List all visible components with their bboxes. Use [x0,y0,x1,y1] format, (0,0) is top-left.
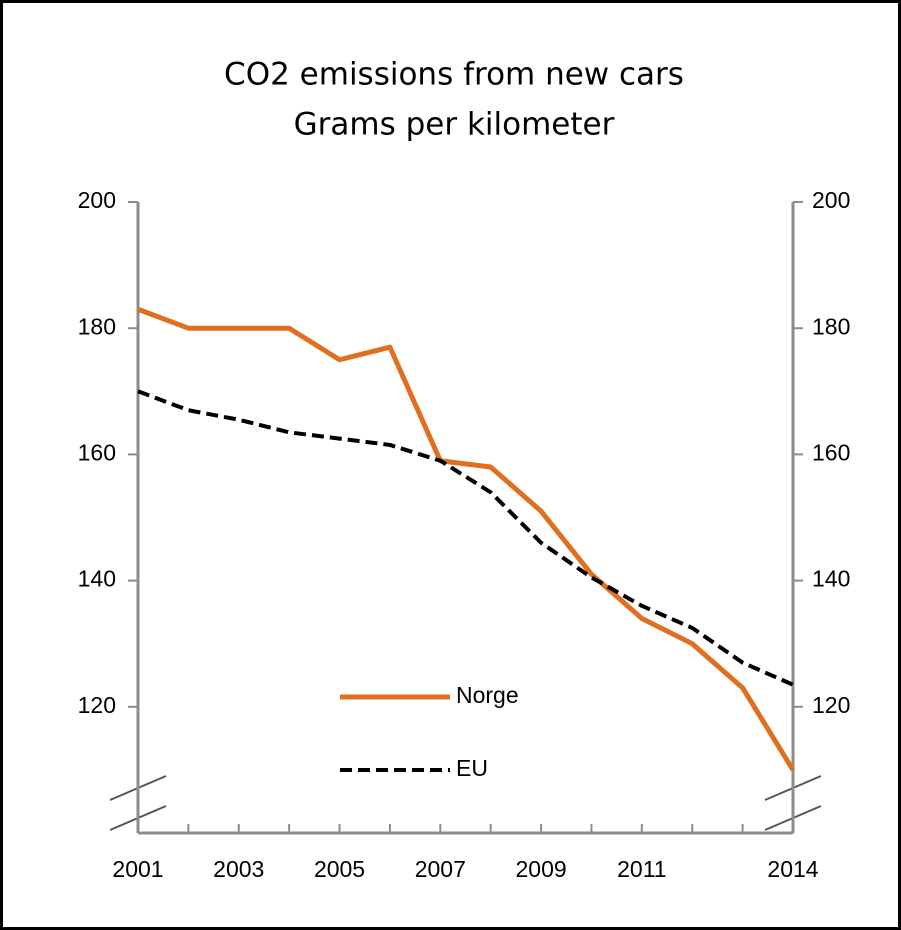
y2-tick-label: 140 [812,566,850,592]
y-tick-label: 160 [78,439,116,465]
x-tick-label: 2005 [314,856,365,882]
x-tick-label: 2001 [112,856,163,882]
y2-tick-label: 120 [812,692,850,718]
x-tick-label: 2009 [515,856,566,882]
x-tick-label: 2003 [213,856,264,882]
legend-label: Norge [456,682,519,708]
x-tick-label: 2007 [415,856,466,882]
y2-tick-label: 200 [812,187,850,213]
y2-tick-label: 180 [812,313,850,339]
x-tick-label: 2011 [617,856,666,882]
y-tick-label: 120 [78,692,116,718]
x-tick-label: 2014 [767,856,818,882]
y-tick-label: 140 [78,566,116,592]
chart-title: CO2 emissions from new cars [224,57,684,93]
chart-subtitle: Grams per kilometer [294,107,615,143]
line-series [137,389,794,687]
y-tick-label: 180 [78,313,116,339]
y2-tick-label: 160 [812,439,850,465]
line-series [137,306,796,772]
y-tick-label: 200 [78,187,116,213]
legend-label: EU [456,755,488,781]
